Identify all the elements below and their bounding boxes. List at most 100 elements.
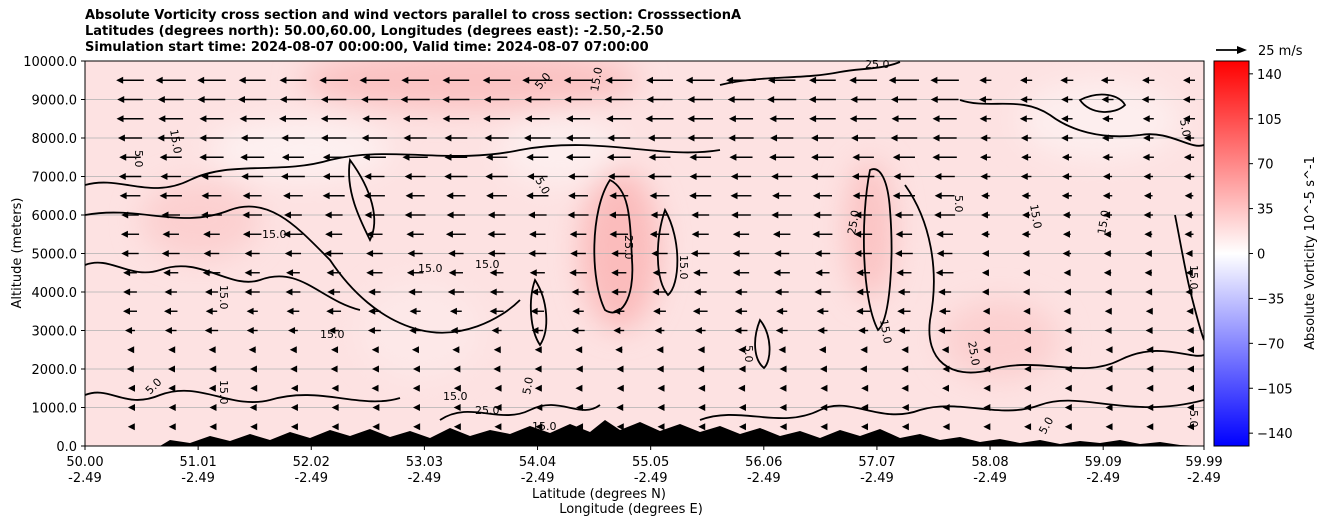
wind-arrow [209, 365, 217, 373]
wind-arrow-head [771, 173, 779, 180]
wind-arrow-head [324, 250, 332, 257]
wind-arrow [897, 288, 911, 296]
wind-arrow [901, 404, 909, 411]
colorbar-tick-label: 140 [1257, 68, 1282, 83]
y-tick-label: 8000.0 [32, 132, 78, 147]
wind-arrow-head [767, 96, 775, 103]
wind-arrow-head [361, 134, 369, 142]
wind-arrow-head [168, 404, 176, 411]
wind-arrow-head [691, 230, 699, 238]
wind-arrow [576, 404, 584, 411]
wind-arrow-head [982, 327, 990, 334]
wind-arrow-head [246, 327, 254, 334]
wind-arrow-head [1022, 211, 1030, 219]
wind-arrow [286, 307, 300, 315]
wind-arrow-head [402, 153, 410, 161]
wind-arrow-head [656, 365, 664, 373]
wind-arrow [607, 173, 630, 180]
wind-arrow [528, 211, 547, 219]
colorbar-gradient [1213, 60, 1250, 447]
wind-arrow [325, 230, 343, 238]
wind-arrow [611, 269, 627, 277]
wind-arrow-head [362, 115, 370, 123]
wind-arrow-head [981, 192, 989, 200]
wind-arrow [158, 115, 184, 123]
wind-arrow-head [1186, 327, 1194, 334]
wind-arrow [730, 173, 752, 180]
wind-arrow [1184, 230, 1194, 238]
wind-arrow-head [322, 192, 330, 200]
wind-arrow [814, 250, 831, 257]
wind-arrow-head [404, 211, 412, 219]
wind-arrow [208, 346, 216, 354]
wind-arrow-head [404, 173, 412, 180]
contour-label: 15.0 [1187, 265, 1200, 290]
wind-arrow-head [159, 153, 167, 161]
wind-arrow-head [1023, 327, 1031, 334]
wind-arrow [406, 269, 424, 277]
wind-arrow-head [575, 384, 583, 392]
wind-arrow-head [1183, 173, 1191, 180]
wind-arrow-head [209, 365, 217, 373]
wind-arrow [934, 211, 956, 219]
wind-arrow [209, 423, 217, 431]
wind-arrow-head [1145, 307, 1153, 315]
wind-arrow [1019, 115, 1033, 123]
wind-arrow [820, 404, 828, 411]
wind-arrow [281, 153, 304, 161]
wind-arrow-head [208, 384, 216, 392]
wind-arrow [279, 76, 307, 84]
wind-arrow [942, 365, 950, 373]
wind-arrow-head [487, 250, 495, 257]
wind-arrow-head [450, 327, 458, 334]
contour-label: 5.0 [952, 195, 965, 213]
wind-arrow-head [197, 96, 205, 103]
wind-arrow-head [281, 153, 289, 161]
wind-arrow-head [983, 384, 991, 392]
wind-arrow [320, 96, 347, 103]
wind-arrow-head [1062, 230, 1070, 238]
wind-arrow [121, 211, 139, 219]
wind-arrow [734, 327, 748, 334]
wind-arrow [851, 173, 875, 180]
wind-arrow-head [732, 250, 740, 257]
wind-arrow [205, 307, 218, 315]
wind-arrow-head [444, 173, 452, 180]
wind-arrow [322, 173, 345, 180]
wind-arrow-head [698, 404, 706, 411]
wind-arrow-head [1064, 327, 1072, 334]
wind-arrow-head [616, 384, 624, 392]
wind-arrow-head [890, 134, 898, 142]
wind-arrow [809, 115, 836, 123]
wind-arrow-head [1183, 134, 1191, 142]
vorticity-heatmap [85, 61, 1204, 446]
wind-arrow-head [524, 115, 532, 123]
wind-arrow-head [331, 346, 339, 354]
wind-arrow [494, 423, 502, 431]
wind-arrow [240, 153, 265, 161]
wind-arrow [284, 211, 302, 219]
wind-arrow [861, 404, 869, 411]
wind-arrow [1143, 173, 1154, 180]
wind-arrow [809, 76, 836, 84]
wind-arrow-head [773, 269, 781, 277]
wind-arrow [980, 173, 991, 180]
wind-arrow-head [571, 288, 579, 296]
wind-arrow-head [160, 173, 168, 180]
wind-arrow-head [1146, 346, 1154, 354]
contour-line [754, 318, 771, 370]
wind-arrow [657, 404, 665, 411]
x-tick-label-lon: -2.49 [1187, 471, 1221, 486]
wind-arrow-head [128, 404, 135, 411]
wind-arrow [693, 288, 707, 296]
wind-arrow-head [727, 96, 735, 103]
wind-arrow-head [448, 269, 456, 277]
wind-arrow-head [576, 423, 584, 431]
wind-arrow-head [812, 192, 820, 200]
wind-arrow [331, 404, 339, 411]
wind-arrow [854, 211, 872, 219]
wind-arrow-head [1142, 76, 1150, 84]
wind-arrow-head [734, 327, 742, 334]
y-tick-label: 6000.0 [32, 209, 78, 224]
